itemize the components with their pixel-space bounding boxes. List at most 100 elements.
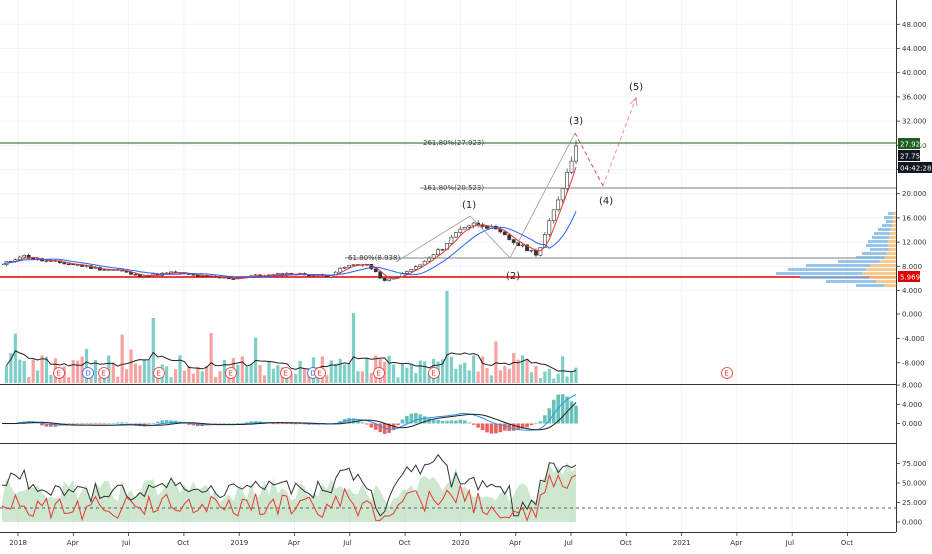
- macd-pane[interactable]: [2, 394, 578, 434]
- macd-histogram-bar: [182, 423, 187, 424]
- candle: [382, 277, 387, 281]
- volume-bar: [93, 359, 98, 383]
- volume-bar: [307, 373, 311, 383]
- time-label: Oct: [620, 539, 632, 547]
- candle: [342, 266, 347, 269]
- candle: [22, 254, 27, 258]
- macd-histogram-bar: [467, 422, 472, 424]
- macd-histogram-bar: [271, 423, 276, 425]
- candle: [529, 249, 534, 252]
- macd-histogram-bar: [520, 423, 525, 429]
- volume-bar: [529, 372, 534, 383]
- volume-profile-bar: [862, 252, 887, 255]
- macd-histogram-bar: [525, 423, 529, 428]
- rsi-pane[interactable]: [0, 453, 896, 522]
- rsi-tick-label: 50.000: [902, 480, 927, 488]
- candle: [525, 244, 529, 252]
- volume-profile-bar: [889, 232, 896, 235]
- candle: [534, 249, 538, 256]
- candle: [560, 188, 565, 201]
- volume-profile-bar: [886, 252, 896, 255]
- volume-bar: [396, 377, 400, 383]
- volume-bar: [449, 356, 454, 383]
- candle: [413, 266, 418, 270]
- candle: [431, 254, 436, 259]
- volume-bar: [418, 360, 422, 383]
- candle: [378, 271, 383, 279]
- volume-bar: [209, 333, 213, 383]
- macd-histogram-bar: [365, 423, 369, 425]
- volume-profile-bar: [879, 260, 896, 263]
- time-label: 2020: [452, 539, 470, 547]
- volume-bar: [258, 364, 262, 383]
- macd-histogram-bar: [249, 421, 253, 424]
- rsi-signal-line: [1, 473, 577, 522]
- macd-histogram-bar: [494, 423, 498, 434]
- volume-bar: [18, 359, 22, 383]
- macd-histogram-bar: [35, 423, 40, 424]
- macd-histogram-bar: [244, 422, 249, 424]
- macd-histogram-bar: [66, 423, 71, 425]
- time-label: Apr: [509, 539, 521, 547]
- time-label: Oct: [177, 539, 189, 547]
- volume-profile-bar: [874, 232, 890, 235]
- price-pane[interactable]: 261.80%(27.923) 161.80%(20.523) 61.80%(8…: [0, 82, 896, 287]
- wave-5-arrowhead: [629, 96, 638, 107]
- volume-bar: [236, 364, 240, 383]
- last-price-tag: [898, 150, 920, 161]
- macd-histogram-bar: [98, 423, 102, 425]
- time-label: 2019: [230, 539, 248, 547]
- candle: [507, 234, 512, 240]
- macd-histogram-bar: [445, 420, 449, 424]
- volume-bar: [463, 362, 467, 383]
- earnings-marker-label: E: [376, 370, 380, 378]
- candle: [462, 227, 467, 230]
- volume-bar: [213, 376, 218, 383]
- macd-histogram-bar: [378, 423, 383, 433]
- macd-histogram-bar: [284, 423, 289, 425]
- volume-bar: [405, 367, 409, 383]
- volume-profile-bar: [866, 244, 888, 247]
- macd-histogram-bar: [111, 423, 116, 424]
- volume-bar: [240, 356, 244, 383]
- macd-histogram-bar: [387, 423, 391, 433]
- volume-bar: [454, 368, 458, 383]
- volume-bar: [458, 364, 462, 383]
- volume-bar: [547, 369, 551, 383]
- candle: [458, 228, 463, 233]
- dividend-marker-label: D: [85, 370, 90, 378]
- macd-histogram-bar: [191, 423, 196, 426]
- volume-profile-bar: [870, 248, 889, 251]
- time-label: Apr: [730, 539, 742, 547]
- macd-histogram-bar: [75, 423, 80, 425]
- volume-profile-bar: [862, 272, 896, 275]
- macd-histogram-bar: [454, 420, 458, 424]
- volume-bar: [427, 374, 431, 383]
- macd-histogram-bar: [489, 423, 494, 434]
- volume-bar: [13, 333, 17, 383]
- price-tick-label: 16.000: [902, 214, 927, 222]
- time-label: Jul: [785, 539, 795, 547]
- macd-histogram-bar: [151, 423, 156, 424]
- volume-bar: [116, 376, 120, 383]
- candle: [511, 239, 516, 243]
- volume-bar: [151, 318, 155, 383]
- macd-histogram-bar: [503, 423, 507, 431]
- wave-label-3: (3): [569, 116, 583, 127]
- candle: [409, 269, 414, 272]
- earnings-marker-label: E: [101, 370, 105, 378]
- candle: [436, 249, 440, 255]
- candle: [449, 236, 454, 244]
- price-axis[interactable]: 48.00044.00040.00036.00032.00028.00024.0…: [896, 0, 932, 532]
- macd-histogram-bar: [187, 423, 191, 425]
- macd-histogram-bar: [102, 423, 107, 425]
- time-axis[interactable]: 2018 Apr Jul Oct 2019 Apr Jul Oct 2020 Apr Jul Oct 2…: [0, 532, 896, 547]
- volume-bar: [302, 368, 307, 383]
- earnings-marker-label: E: [283, 370, 287, 378]
- volume-bar: [347, 363, 351, 383]
- volume-profile: [776, 212, 896, 287]
